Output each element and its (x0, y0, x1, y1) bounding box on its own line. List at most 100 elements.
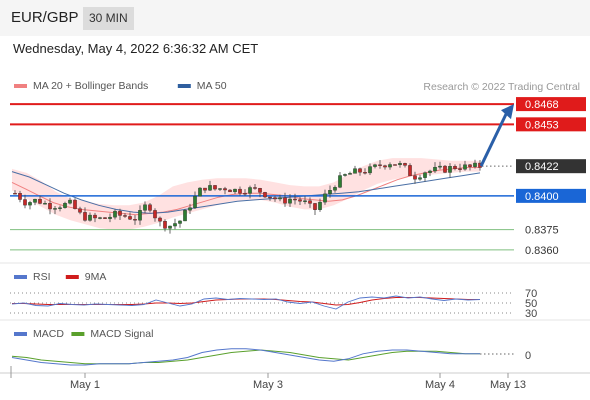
candle-body (118, 210, 122, 216)
candle-body (68, 199, 72, 204)
candle-body (373, 164, 377, 167)
candle-body (273, 197, 277, 200)
candle-body (143, 204, 147, 211)
candle-body (463, 164, 467, 170)
candle-body (48, 203, 52, 210)
candle-body (328, 190, 332, 195)
candle-body (258, 188, 262, 193)
support-label: 0.8400 (525, 191, 559, 203)
candle-body (393, 164, 397, 166)
candle-body (388, 164, 392, 168)
candle-body (23, 199, 27, 206)
candle-body (28, 202, 32, 206)
x-tick-label: May 4 (425, 379, 455, 391)
candle-body (178, 220, 182, 224)
macd-line (11, 348, 480, 366)
candle-body (53, 208, 57, 210)
candle-body (403, 163, 407, 166)
target-label: 0.8360 (525, 245, 559, 257)
forecast-arrow-head (501, 104, 514, 120)
candle-body (123, 215, 127, 217)
candle-body (283, 197, 287, 204)
candle-body (398, 163, 402, 166)
candle-body (213, 185, 217, 190)
candle-body (278, 197, 282, 200)
candle-body (448, 166, 452, 173)
legend-swatch (14, 275, 27, 279)
candle-body (433, 166, 437, 172)
candle-body (223, 188, 227, 191)
legend-swatch (71, 332, 85, 336)
candle-body (308, 200, 312, 204)
candle-body (288, 198, 292, 204)
candle-body (363, 172, 367, 174)
candle-body (248, 187, 252, 194)
legend-swatch (14, 84, 27, 88)
candle-body (133, 219, 137, 221)
legend-swatch (177, 84, 191, 88)
forecast-arrow (479, 111, 509, 167)
candle-body (193, 195, 197, 208)
candle-body (138, 210, 142, 221)
candle-body (318, 201, 322, 210)
candle-body (228, 189, 232, 193)
candle-body (418, 177, 422, 180)
candle-body (93, 214, 97, 219)
candle-body (168, 225, 172, 229)
candle-body (183, 210, 187, 222)
candle-body (378, 164, 382, 166)
price-tag (516, 159, 586, 174)
candle-body (88, 214, 92, 221)
candle-body (333, 187, 337, 191)
candle-body (78, 208, 82, 213)
candle-body (423, 172, 427, 178)
candle-body (13, 192, 17, 195)
candle-body (208, 185, 212, 191)
candle-body (458, 168, 462, 170)
candle-body (33, 198, 37, 203)
candle-body (368, 166, 372, 174)
ma50-line (11, 171, 481, 214)
candle-body (38, 198, 42, 204)
resistance-tag (516, 117, 586, 132)
candle-body (43, 203, 47, 205)
candle-body (148, 204, 152, 211)
candle-body (453, 166, 457, 169)
candle-body (153, 210, 157, 219)
candle-body (323, 193, 327, 203)
candle-body (103, 217, 107, 219)
candle-body (353, 168, 357, 174)
candle-body (158, 217, 162, 222)
x-tick-label: May 3 (253, 379, 283, 391)
macd-signal-line (11, 349, 480, 365)
candle-body (298, 199, 302, 202)
candle-body (468, 164, 472, 167)
candle-body (263, 192, 267, 198)
rsi-line (11, 295, 481, 310)
candle-body (63, 203, 67, 208)
legend-label: MACD (33, 328, 64, 340)
resistance-label: 0.8468 (525, 99, 559, 111)
legend-label: MA 20 + Bollinger Bands (33, 80, 148, 92)
rsi-level-label: 70 (525, 288, 537, 300)
symbol-title: EUR/GBP (11, 9, 79, 26)
candle-body (413, 175, 417, 180)
candle-body (268, 196, 272, 199)
candle-body (343, 174, 347, 176)
candle-body (303, 200, 307, 202)
candle-body (293, 198, 297, 201)
candle-body (313, 203, 317, 210)
top-bar: EUR/GBP 30 MIN (0, 0, 590, 36)
candle-body (218, 188, 222, 190)
rsi-level-label: 30 (525, 308, 537, 320)
candle-body (173, 223, 177, 227)
timeframe-button[interactable]: 30 MIN (83, 7, 134, 30)
candle-body (383, 165, 387, 168)
candle-body (83, 212, 87, 221)
legend-label: MACD Signal (90, 328, 153, 340)
legend-label: 9MA (85, 271, 107, 283)
candle-body (358, 168, 362, 173)
macd-zero-label: 0 (525, 350, 531, 362)
candle-body (338, 175, 342, 188)
